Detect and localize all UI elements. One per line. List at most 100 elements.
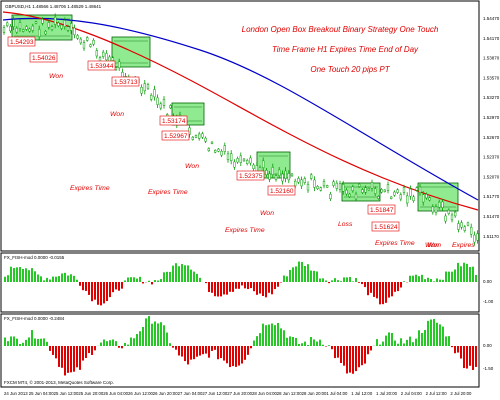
ma-fast-line <box>2 11 479 211</box>
hist-bar-up <box>175 263 177 282</box>
price-tag-label: 1.51624 <box>374 224 398 231</box>
hist-bar-down <box>202 346 204 355</box>
hist-bar-up <box>304 341 306 346</box>
hist-bar-up <box>325 280 327 282</box>
hist-bar-up <box>4 276 6 282</box>
candle-body <box>236 158 239 163</box>
hist-bar-up <box>43 280 45 282</box>
hist-bar-up <box>199 277 201 282</box>
candle-body <box>284 170 287 179</box>
hist-bar-up <box>34 271 36 282</box>
candle-body <box>114 67 118 71</box>
candle-body <box>41 18 44 24</box>
hist-bar-up <box>274 325 276 346</box>
hist-bar-down <box>82 282 84 291</box>
candle-body <box>252 164 255 170</box>
hist-bar-up <box>157 280 159 282</box>
hist-bar-down <box>55 346 57 359</box>
hist-bar-down <box>346 346 348 374</box>
candle-body <box>377 196 380 199</box>
main-price-pane[interactable] <box>0 0 480 252</box>
hist-bar-up <box>40 338 42 346</box>
hist-bar-down <box>250 282 252 289</box>
hist-bar-down <box>196 346 198 357</box>
hist-bar-up <box>313 339 315 346</box>
hist-bar-down <box>358 346 360 368</box>
hist-bar-up <box>268 324 270 346</box>
hist-bar-up <box>409 336 411 346</box>
price-axis-label: 1.52970 <box>483 115 500 120</box>
hist-bar-down <box>190 346 192 360</box>
hist-bar-up <box>460 266 462 282</box>
candle-body <box>300 179 303 187</box>
candle-body <box>294 180 297 187</box>
hist-bar-down <box>250 346 252 349</box>
chart-note: Expires Time <box>375 240 415 247</box>
hist-bar-up <box>466 263 468 282</box>
price-axis-label: 1.52370 <box>483 155 500 160</box>
candle-body <box>47 22 50 28</box>
hist-bar-up <box>148 280 150 282</box>
hist-bar-up <box>19 343 21 346</box>
hist-bar-up <box>43 338 45 346</box>
hist-bar-down <box>475 346 477 367</box>
hist-bar-down <box>274 282 276 290</box>
hist-bar-down <box>454 346 456 354</box>
hist-bar-up <box>283 275 285 282</box>
hist-bar-down <box>121 282 123 289</box>
candle-body <box>201 133 204 138</box>
hist-bar-up <box>298 261 300 282</box>
hist-bar-down <box>238 346 240 366</box>
time-axis-label: 2 Jul 20:00 <box>450 391 472 396</box>
hist-bar-up <box>163 325 165 346</box>
hist-bar-down <box>232 282 234 292</box>
price-tag-box <box>267 185 296 196</box>
hist-bar-up <box>415 274 417 282</box>
hist-bar-down <box>94 282 96 300</box>
candle-body <box>230 153 233 162</box>
hist-bar-down <box>457 346 459 353</box>
hist-bar-up <box>127 277 129 282</box>
hist-bar-down <box>103 282 105 304</box>
candle-body <box>118 61 121 69</box>
hist-bar-up <box>139 276 141 282</box>
hist-bar-up <box>448 336 450 346</box>
hist-bar-up <box>22 342 24 346</box>
title-line-3: One Touch 20 pips PT <box>310 65 390 74</box>
candle-body <box>146 84 150 89</box>
hist-bar-up <box>13 336 15 346</box>
price-tag-label: 1.52375 <box>239 173 263 180</box>
price-tag-label: 1.51847 <box>370 207 394 214</box>
time-axis-label: 24 Jun 2013 <box>4 391 28 396</box>
candle-body <box>454 211 457 217</box>
candle-body <box>422 194 425 203</box>
candle-body <box>153 89 156 98</box>
hist-bar-up <box>442 279 444 282</box>
price-axis-label: 1.54170 <box>483 36 500 41</box>
hist-bar-up <box>10 266 12 282</box>
hist-bar-up <box>292 267 294 282</box>
hist-bar-up <box>439 279 441 282</box>
chart-note: Loss <box>338 221 353 228</box>
hist-bar-down <box>268 282 270 293</box>
candle-body <box>342 184 345 192</box>
candle-body <box>223 145 226 152</box>
hist-bar-up <box>34 338 36 346</box>
price-tag-box <box>159 115 188 126</box>
time-axis-label: 1 Jul 04:00 <box>326 391 348 396</box>
hist-bar-up <box>433 281 435 282</box>
hist-bar-down <box>358 282 360 283</box>
candle-body <box>444 215 447 222</box>
candle-body <box>297 178 300 183</box>
hist-bar-down <box>211 282 213 293</box>
hist-bar-down <box>100 282 102 306</box>
chart-note: Won <box>425 242 439 249</box>
hist-bar-up <box>31 330 33 346</box>
indicator2-axis-top: 0.00 <box>483 343 492 348</box>
hist-bar-up <box>160 279 162 282</box>
hist-bar-up <box>334 278 336 282</box>
hist-bar-down <box>244 346 246 360</box>
chart-note: Won <box>260 210 274 217</box>
hist-bar-up <box>436 278 438 282</box>
